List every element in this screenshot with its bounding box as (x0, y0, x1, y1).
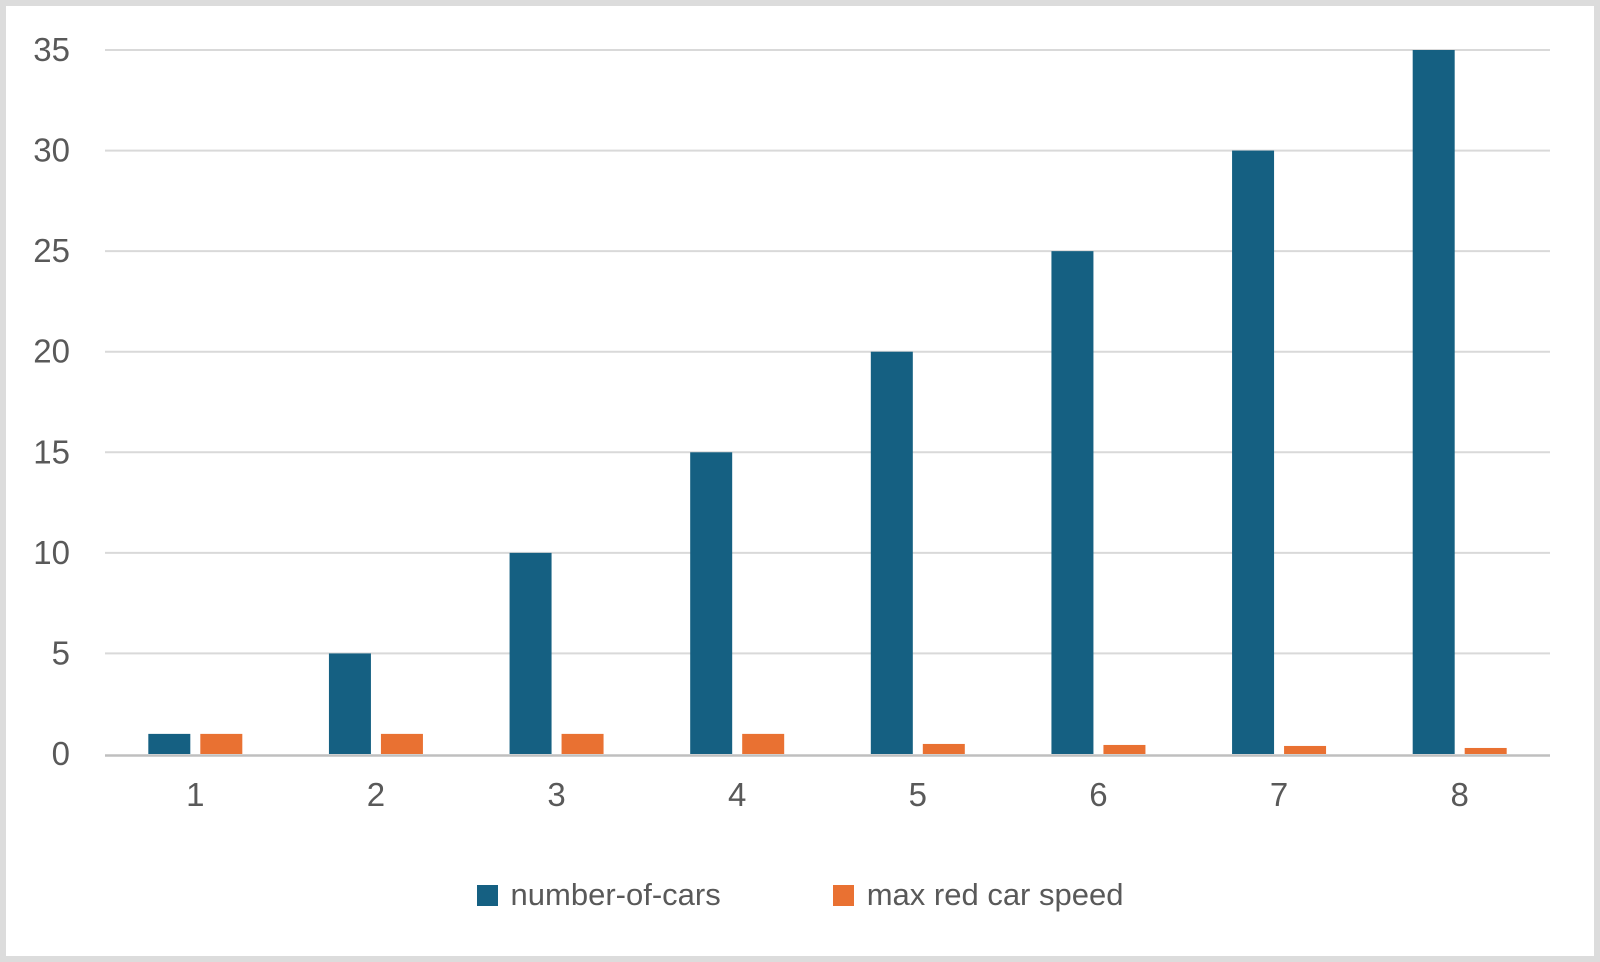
y-tick-label: 15 (33, 433, 70, 470)
bar-max-red-car-speed-cat-4 (742, 733, 785, 754)
legend-label-number-of-cars: number-of-cars (510, 877, 721, 912)
x-tick-label: 8 (1451, 776, 1469, 813)
y-tick-label: 25 (33, 232, 70, 269)
y-axis-tick-labels: 0 5 10 15 20 25 30 35 (33, 31, 70, 772)
y-tick-label: 10 (33, 534, 70, 571)
bar-number-of-cars-cat-8 (1412, 50, 1455, 754)
bar-series-group (148, 50, 1507, 755)
bar-number-of-cars-cat-3 (509, 552, 552, 754)
y-tick-label: 0 (52, 735, 70, 772)
bar-max-red-car-speed-cat-7 (1284, 745, 1327, 754)
bar-max-red-car-speed-cat-5 (922, 743, 965, 754)
legend-item-number-of-cars: number-of-cars (476, 877, 721, 913)
y-tick-label: 35 (33, 31, 70, 68)
y-tick-label: 5 (52, 634, 70, 671)
x-tick-label: 6 (1089, 776, 1107, 813)
x-tick-label: 7 (1270, 776, 1288, 813)
legend-item-max-red-car-speed: max red car speed (832, 877, 1124, 913)
gridlines (105, 49, 1550, 655)
y-tick-label: 20 (33, 333, 70, 370)
bar-max-red-car-speed-cat-3 (561, 733, 604, 754)
legend-swatch-number-of-cars-icon (476, 884, 498, 906)
bar-number-of-cars-cat-2 (328, 653, 371, 754)
x-tick-label: 2 (367, 776, 385, 813)
legend-swatch-max-red-car-speed-icon (832, 884, 854, 906)
bar-max-red-car-speed-cat-1 (200, 733, 243, 754)
bar-max-red-car-speed-cat-2 (380, 733, 423, 754)
x-tick-label: 3 (547, 776, 565, 813)
bar-max-red-car-speed-cat-8 (1464, 747, 1507, 754)
x-axis-tick-labels: 1 2 3 4 5 6 7 8 (186, 776, 1469, 813)
x-tick-label: 1 (186, 776, 204, 813)
x-tick-label: 4 (728, 776, 746, 813)
bar-number-of-cars-cat-4 (690, 452, 733, 754)
bar-max-red-car-speed-cat-6 (1103, 744, 1146, 754)
bar-number-of-cars-cat-7 (1232, 150, 1275, 755)
bar-number-of-cars-cat-6 (1051, 251, 1094, 754)
chart-legend: number-of-cars max red car speed (0, 868, 1600, 922)
y-tick-label: 30 (33, 132, 70, 169)
x-tick-label: 5 (909, 776, 927, 813)
bar-number-of-cars-cat-1 (148, 733, 191, 754)
legend-label-max-red-car-speed: max red car speed (866, 877, 1124, 912)
bar-number-of-cars-cat-5 (870, 351, 913, 754)
